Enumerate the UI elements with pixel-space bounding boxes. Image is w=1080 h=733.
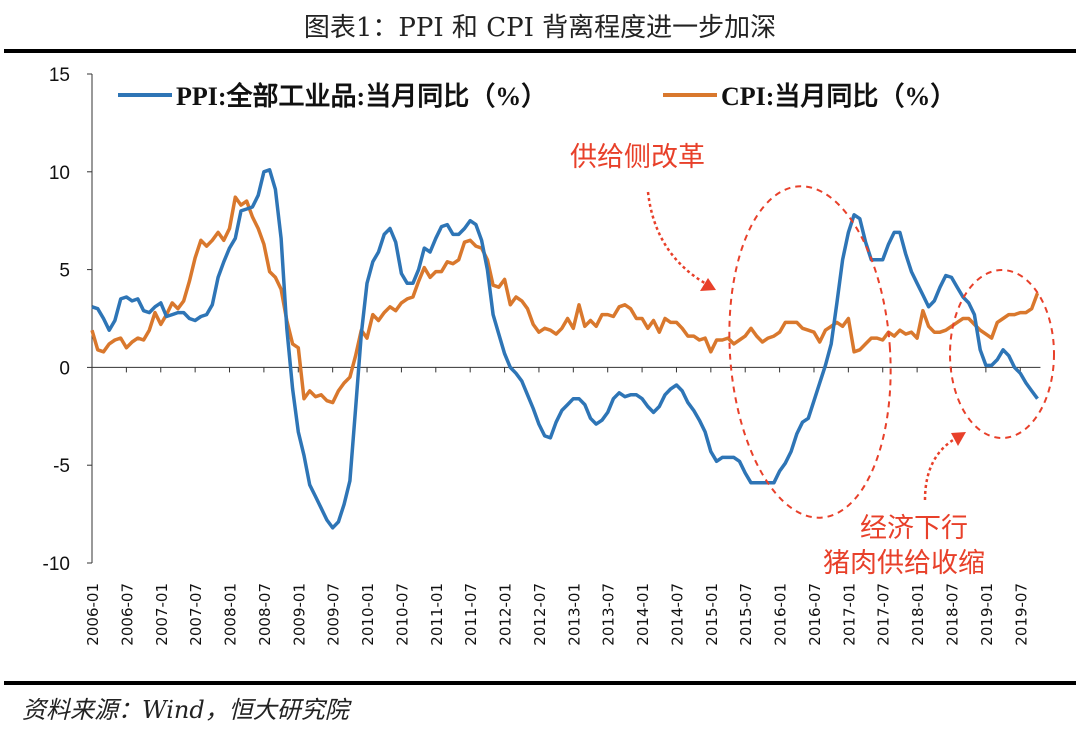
series-lines: [90, 168, 1040, 530]
x-tick-label: 2006-01: [84, 583, 102, 646]
x-tick-label: 2012-07: [531, 583, 549, 646]
x-tick-label: 2018-01: [909, 583, 927, 646]
arrow-downturn: [923, 435, 959, 501]
legend-label-cpi: CPI:当月同比（%）: [721, 82, 956, 111]
x-tick-label: 2011-07: [462, 583, 480, 646]
top-rule: [4, 49, 1076, 53]
x-tick-label: 2017-01: [840, 583, 858, 646]
x-tick-label: 2011-01: [428, 583, 446, 646]
x-tick-label: 2009-07: [325, 583, 343, 646]
x-tick-label: 2016-01: [772, 583, 790, 646]
x-tick-label: 2014-07: [668, 583, 686, 646]
x-tick-label: 2013-01: [565, 583, 583, 646]
series-line-ppi: [91, 168, 1039, 530]
x-tick-label: 2010-07: [393, 583, 411, 646]
x-tick-label: 2007-07: [187, 583, 205, 646]
x-tick-label: 2015-07: [737, 583, 755, 646]
arrow-head-icon: [700, 278, 716, 291]
x-tick-label: 2012-01: [497, 583, 515, 646]
x-tick-label: 2006-07: [118, 583, 136, 646]
chart-title: 图表1：PPI 和 CPI 背离程度进一步加深: [304, 13, 776, 43]
x-tick-label: 2007-01: [153, 583, 171, 646]
x-tick-label: 2016-07: [806, 583, 824, 646]
x-tick-label: 2010-01: [359, 583, 377, 646]
bottom-rule: [4, 681, 1076, 685]
series-line-cpi: [90, 195, 1040, 405]
arrow-head-icon: [951, 432, 966, 446]
x-tick-label: 2019-07: [1012, 583, 1030, 646]
y-axis: 15 10 5 0 -5 -10: [43, 65, 93, 575]
annotation-supply-reform: 供给侧改革: [570, 142, 705, 173]
y-tick-label: 5: [59, 261, 70, 282]
source-note: 资料来源：Wind，恒大研究院: [22, 696, 353, 724]
x-tick-label: 2008-01: [222, 583, 240, 646]
x-axis: 2006-01 2006-07 2007-01 2007-07 2008-01 2008-…: [84, 366, 1041, 646]
annotations: 供给侧改革 经济下行 猪肉供给收缩: [570, 142, 1055, 579]
x-tick-label: 2013-07: [600, 583, 618, 646]
annotation-downturn-1: 经济下行: [860, 513, 968, 544]
x-tick-label: 2017-07: [875, 583, 893, 646]
x-tick-label: 2008-07: [256, 583, 274, 646]
legend-label-ppi: PPI:全部工业品:当月同比（%）: [176, 81, 547, 111]
y-tick-label: -10: [43, 554, 70, 575]
x-tick-label: 2009-01: [290, 583, 308, 646]
ellipse-2015-2017: [728, 185, 892, 519]
ellipse-2019: [949, 269, 1055, 439]
y-tick-label: 10: [49, 163, 70, 184]
arrow-supply-reform: [646, 191, 709, 287]
x-tick-label: 2015-01: [703, 583, 721, 646]
annotation-downturn-2: 猪肉供给收缩: [823, 548, 985, 579]
x-tick-label: 2019-01: [978, 583, 996, 646]
y-tick-label: 15: [49, 65, 70, 86]
y-tick-label: 0: [59, 358, 70, 379]
x-tick-label: 2014-01: [634, 583, 652, 646]
legend: PPI:全部工业品:当月同比（%） CPI:当月同比（%）: [118, 81, 956, 111]
x-tick-label: 2018-07: [944, 583, 962, 646]
y-tick-label: -5: [53, 456, 70, 477]
